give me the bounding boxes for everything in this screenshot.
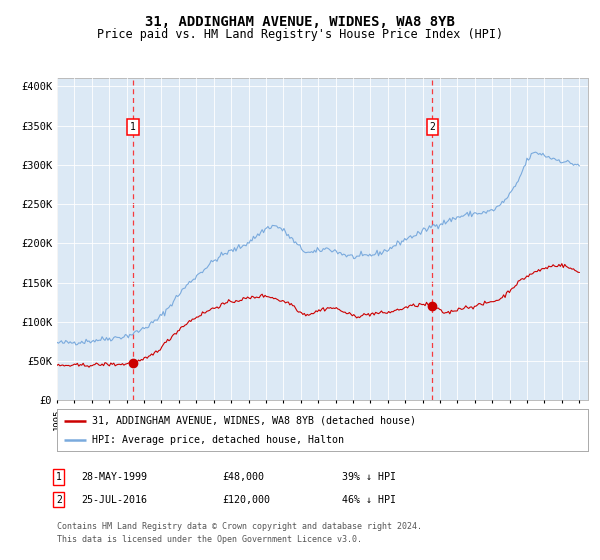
Text: 1: 1 xyxy=(56,472,62,482)
Text: £120,000: £120,000 xyxy=(222,494,270,505)
Text: Contains HM Land Registry data © Crown copyright and database right 2024.
This d: Contains HM Land Registry data © Crown c… xyxy=(57,522,422,544)
Text: Price paid vs. HM Land Registry's House Price Index (HPI): Price paid vs. HM Land Registry's House … xyxy=(97,28,503,41)
Text: 31, ADDINGHAM AVENUE, WIDNES, WA8 8YB: 31, ADDINGHAM AVENUE, WIDNES, WA8 8YB xyxy=(145,15,455,29)
Text: 2: 2 xyxy=(430,122,435,132)
Text: 2: 2 xyxy=(56,494,62,505)
Text: 28-MAY-1999: 28-MAY-1999 xyxy=(81,472,147,482)
Text: 46% ↓ HPI: 46% ↓ HPI xyxy=(342,494,396,505)
Text: 1: 1 xyxy=(130,122,136,132)
Text: 25-JUL-2016: 25-JUL-2016 xyxy=(81,494,147,505)
Text: 31, ADDINGHAM AVENUE, WIDNES, WA8 8YB (detached house): 31, ADDINGHAM AVENUE, WIDNES, WA8 8YB (d… xyxy=(92,416,416,426)
Text: 39% ↓ HPI: 39% ↓ HPI xyxy=(342,472,396,482)
Text: £48,000: £48,000 xyxy=(222,472,264,482)
Text: HPI: Average price, detached house, Halton: HPI: Average price, detached house, Halt… xyxy=(92,435,344,445)
